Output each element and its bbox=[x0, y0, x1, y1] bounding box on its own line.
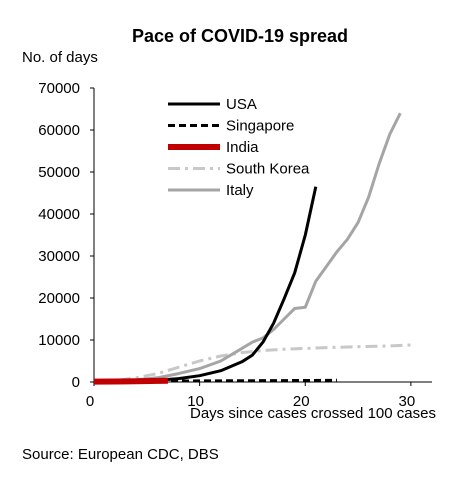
x-axis-label: Days since cases crossed 100 cases bbox=[190, 405, 436, 422]
legend-label: Italy bbox=[226, 182, 254, 199]
x-tick-label: 0 bbox=[86, 393, 94, 410]
y-tick-label: 10000 bbox=[38, 332, 80, 349]
y-tick-label: 40000 bbox=[38, 206, 80, 223]
x-tick-label: 20 bbox=[293, 393, 310, 410]
legend-label: USA bbox=[226, 96, 257, 113]
legend-label: Singapore bbox=[226, 118, 294, 135]
source-note: Source: European CDC, DBS bbox=[22, 446, 219, 463]
x-tick-label: 10 bbox=[187, 393, 204, 410]
chart-title: Pace of COVID-19 spread bbox=[132, 26, 348, 46]
y-tick-label: 0 bbox=[72, 374, 80, 391]
y-axis-ticks: 0 10000 20000 30000 40000 50000 60000 70000 bbox=[38, 80, 94, 391]
legend-label: India bbox=[226, 139, 259, 156]
y-tick-label: 60000 bbox=[38, 122, 80, 139]
legend-label: South Korea bbox=[226, 161, 310, 178]
series-layer bbox=[93, 112, 411, 385]
series-line-usa bbox=[93, 186, 318, 384]
y-tick-label: 70000 bbox=[38, 80, 80, 97]
y-axis-label: No. of days bbox=[22, 49, 98, 66]
y-tick-label: 30000 bbox=[38, 248, 80, 265]
series-line-italy bbox=[93, 112, 402, 384]
y-tick-label: 50000 bbox=[38, 164, 80, 181]
series-line-south-korea bbox=[93, 343, 411, 384]
x-axis-ticks: 0 10 20 30 bbox=[86, 382, 415, 410]
series-line-india bbox=[93, 377, 168, 385]
legend: USA Singapore India South Korea Italy bbox=[168, 96, 310, 199]
y-tick-label: 20000 bbox=[38, 290, 80, 307]
x-tick-label: 30 bbox=[399, 393, 416, 410]
